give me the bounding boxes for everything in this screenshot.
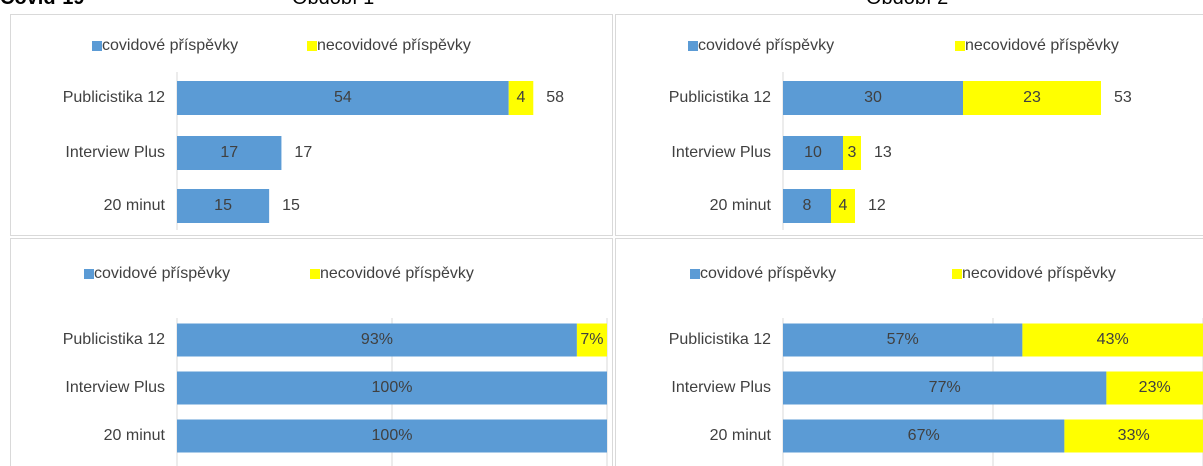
y-tick-label: Publicistika 12 <box>669 89 771 106</box>
bar-segment <box>1064 419 1203 453</box>
total-label: 13 <box>874 144 892 161</box>
legend-label: necovidové příspěvky <box>320 265 474 282</box>
panel <box>615 14 1203 236</box>
data-label: 57% <box>887 331 919 348</box>
period-label: Období 2 <box>866 0 948 9</box>
bar-segment <box>843 136 861 170</box>
data-label: 8 <box>803 197 812 214</box>
y-tick-label: Publicistika 12 <box>63 89 165 106</box>
bar-segment <box>783 323 1023 357</box>
legend-label: necovidové příspěvky <box>965 37 1119 54</box>
total-label: 15 <box>282 197 300 214</box>
total-label: 12 <box>868 197 886 214</box>
data-label: 77% <box>929 379 961 396</box>
bar-segment <box>177 136 282 170</box>
data-label: 3 <box>848 144 857 161</box>
bar-segment <box>177 323 577 357</box>
legend-swatch <box>84 269 94 279</box>
bar-segment <box>177 81 509 115</box>
y-tick-label: Publicistika 12 <box>63 331 165 348</box>
data-label: 17 <box>220 144 238 161</box>
y-tick-label: Publicistika 12 <box>669 331 771 348</box>
data-label: 23% <box>1139 379 1171 396</box>
bar-segment <box>1022 323 1203 357</box>
legend-label: covidové příspěvky <box>700 265 836 282</box>
legend-label: covidové příspěvky <box>94 265 230 282</box>
data-label: 67% <box>908 427 940 444</box>
y-tick-label: 20 minut <box>104 427 166 444</box>
bar-segment <box>177 371 607 405</box>
data-label: 100% <box>372 427 413 444</box>
panel <box>615 238 1203 466</box>
y-tick-label: 20 minut <box>710 197 772 214</box>
total-label: 17 <box>294 144 312 161</box>
legend-swatch <box>688 41 698 51</box>
y-tick-label: Interview Plus <box>671 144 771 161</box>
header-title: Covid-19 <box>0 0 84 9</box>
y-tick-label: Interview Plus <box>65 144 165 161</box>
data-label: 7% <box>580 331 603 348</box>
bar-segment <box>783 136 843 170</box>
legend-swatch <box>310 269 320 279</box>
data-label: 23 <box>1023 89 1041 106</box>
legend-label: covidové příspěvky <box>698 37 834 54</box>
bar-segment <box>576 323 607 357</box>
panel <box>10 238 613 466</box>
bar-segment <box>783 81 963 115</box>
legend-swatch <box>690 269 700 279</box>
data-label: 30 <box>864 89 882 106</box>
panel <box>10 14 613 236</box>
legend-label: necovidové příspěvky <box>962 265 1116 282</box>
period-label: Období 1 <box>292 0 374 9</box>
y-tick-label: 20 minut <box>710 427 772 444</box>
legend-swatch <box>952 269 962 279</box>
data-label: 93% <box>361 331 393 348</box>
legend-swatch <box>92 41 102 51</box>
bar-segment <box>831 189 855 223</box>
y-tick-label: Interview Plus <box>65 379 165 396</box>
total-label: 58 <box>546 89 564 106</box>
bar-segment <box>783 189 831 223</box>
total-label: 53 <box>1114 89 1132 106</box>
bar-segment <box>1106 371 1203 405</box>
data-label: 4 <box>839 197 848 214</box>
y-tick-label: Interview Plus <box>671 379 771 396</box>
bar-segment <box>508 81 534 115</box>
data-label: 43% <box>1097 331 1129 348</box>
y-tick-label: 20 minut <box>104 197 166 214</box>
legend-swatch <box>307 41 317 51</box>
data-label: 100% <box>372 379 413 396</box>
legend-label: covidové příspěvky <box>102 37 238 54</box>
legend-label: necovidové příspěvky <box>317 37 471 54</box>
bar-segment <box>783 419 1065 453</box>
data-label: 10 <box>804 144 822 161</box>
data-label: 33% <box>1118 427 1150 444</box>
legend-swatch <box>955 41 965 51</box>
bar-segment <box>177 189 270 223</box>
bar-segment <box>177 419 607 453</box>
data-label: 15 <box>214 197 232 214</box>
data-label: 4 <box>517 89 526 106</box>
bar-segment <box>783 371 1107 405</box>
bar-segment <box>963 81 1101 115</box>
data-label: 54 <box>334 89 352 106</box>
